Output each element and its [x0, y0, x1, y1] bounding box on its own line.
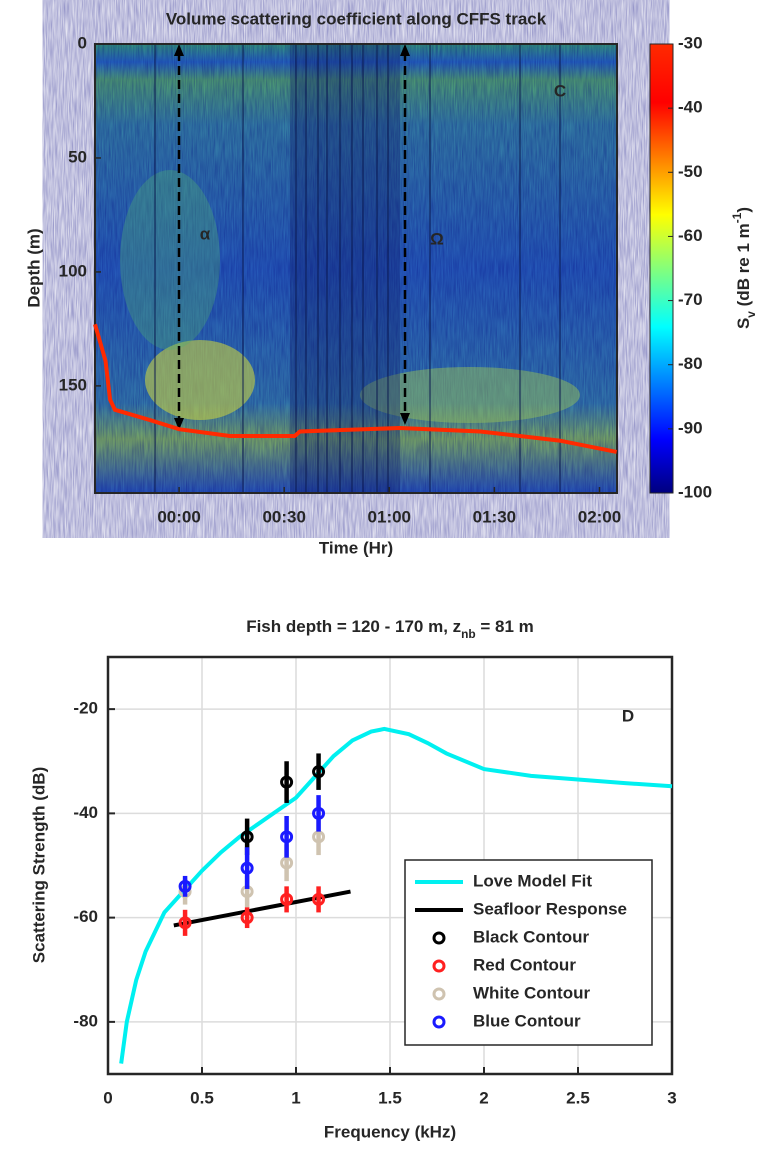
y-tick-label: -20: [73, 699, 98, 718]
legend-label: Black Contour: [473, 927, 590, 946]
x-tick-label: 3: [667, 1088, 676, 1107]
marker: [280, 856, 294, 870]
marker: [312, 765, 326, 779]
x-tick-label: 1: [291, 1088, 300, 1107]
colorbar-tick-label: -80: [678, 354, 703, 373]
colorbar: [649, 43, 674, 494]
colorbar-label-part: (dB re 1 m: [734, 223, 753, 311]
x-tick-label: 00:30: [262, 507, 305, 526]
legend-label: Seafloor Response: [473, 899, 627, 918]
plot-frame: [94, 43, 618, 494]
chart-title-part: nb: [461, 627, 476, 641]
legend-label: Blue Contour: [473, 1011, 581, 1030]
colorbar-tick-label: -50: [678, 162, 703, 181]
x-tick-label: 2: [479, 1088, 488, 1107]
y-tick-label: -80: [73, 1011, 98, 1030]
annotation: C: [554, 81, 566, 100]
colorbar-tick-label: -30: [678, 33, 703, 52]
plot-frame: [106, 655, 674, 1076]
y-tick-label: -60: [73, 907, 98, 926]
chart-title-part: Fish depth = 120 - 170 m, z: [246, 617, 461, 636]
legend-swatch: [432, 931, 446, 945]
x-tick-label: 2.5: [566, 1088, 590, 1107]
x-axis-label: Frequency (kHz): [324, 1122, 456, 1141]
arrows: [177, 52, 407, 425]
annotation: Ω: [430, 229, 444, 248]
marker: [280, 892, 294, 906]
colorbar-label-part: v: [744, 311, 758, 318]
colorbar-tick-label: -90: [678, 418, 703, 437]
colorbar-label-part: S: [734, 318, 753, 329]
colorbar-tick-label: -100: [678, 482, 712, 501]
marker: [312, 830, 326, 844]
y-tick-label: 50: [68, 147, 87, 166]
x-tick-label: 02:00: [578, 507, 621, 526]
line-series: [173, 889, 351, 928]
chart-title: Volume scattering coefficient along CFFS…: [166, 9, 547, 28]
y-tick-label: -40: [73, 803, 98, 822]
x-tick-label: 0.5: [190, 1088, 214, 1107]
y-tick-label: 100: [59, 261, 87, 280]
legend-swatch: [432, 959, 446, 973]
y-tick-label: 150: [59, 375, 87, 394]
marker: [312, 806, 326, 820]
marker: [240, 830, 254, 844]
colorbar-tick-label: -40: [678, 98, 703, 117]
legend-label: Love Model Fit: [473, 871, 592, 890]
x-tick-label: 1.5: [378, 1088, 402, 1107]
colorbar-tick-label: -60: [678, 226, 703, 245]
legend-label: Red Contour: [473, 955, 576, 974]
echogram-image: [95, 44, 617, 493]
legend-swatch: [432, 987, 446, 1001]
annotation: α: [200, 224, 211, 243]
chart-title: Fish depth = 120 - 170 m, znb = 81 m: [246, 617, 534, 641]
marker: [312, 892, 326, 906]
marker: [240, 911, 254, 925]
x-tick-label: 00:00: [157, 507, 200, 526]
seafloor-line: [93, 323, 618, 454]
legend-swatch: [432, 1015, 446, 1029]
colorbar-label-part: ): [734, 207, 753, 213]
marker: [280, 830, 294, 844]
marker: [178, 916, 192, 930]
y-axis-label: Depth (m): [24, 228, 43, 307]
marker: [280, 775, 294, 789]
chart-title-part: = 81 m: [476, 617, 534, 636]
arrow-heads: [174, 44, 410, 430]
colorbar-label: Sv (dB re 1 m-1): [730, 207, 758, 329]
marker: [178, 879, 192, 893]
colorbar-label-part: -1: [730, 212, 744, 223]
legend-label: White Contour: [473, 983, 590, 1002]
annotation: D: [622, 706, 634, 725]
legend-box: [404, 859, 653, 1046]
x-axis-label: Time (Hr): [319, 538, 393, 557]
x-tick-label: 01:30: [473, 507, 516, 526]
colorbar-tick-label: -70: [678, 290, 703, 309]
y-tick-label: 0: [78, 33, 87, 52]
marker: [240, 861, 254, 875]
x-tick-label: 01:00: [368, 507, 411, 526]
x-tick-label: 0: [103, 1088, 112, 1107]
y-axis-label: Scattering Strength (dB): [29, 767, 48, 963]
